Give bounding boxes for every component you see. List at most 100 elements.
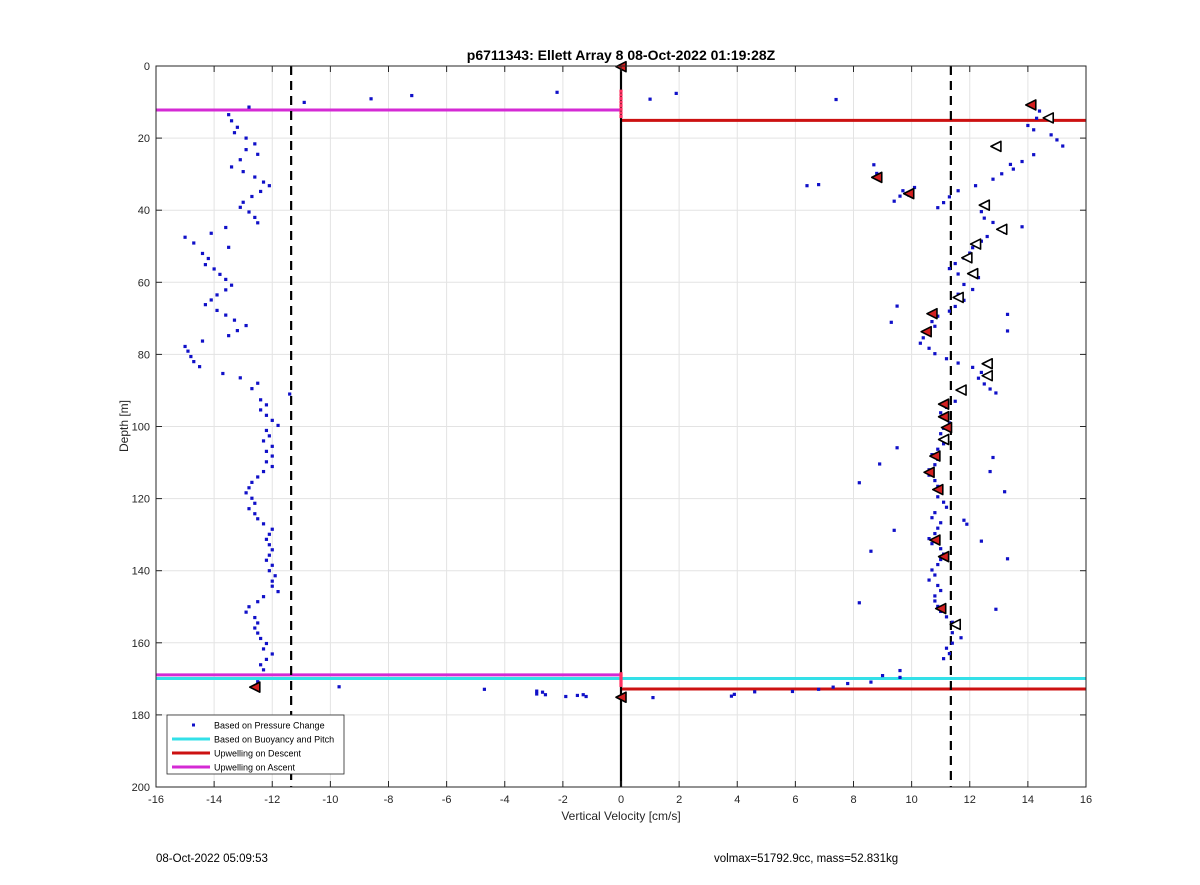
data-point — [956, 361, 960, 365]
data-point — [1049, 133, 1053, 137]
data-point — [936, 314, 940, 318]
zero-point — [619, 89, 623, 93]
zero-point — [619, 100, 623, 104]
data-point — [953, 304, 957, 309]
data-point — [1005, 329, 1010, 333]
data-point — [540, 690, 545, 694]
data-point — [264, 428, 269, 433]
y-tick-label: 80 — [138, 349, 150, 361]
y-tick-label: 160 — [132, 638, 150, 650]
data-point — [892, 199, 896, 203]
data-point — [270, 464, 274, 469]
data-point — [288, 392, 292, 396]
data-point — [227, 334, 231, 338]
data-point — [261, 647, 266, 651]
triangle-marker-filled — [937, 410, 950, 423]
data-point — [953, 261, 957, 266]
triangle-marker — [969, 238, 982, 250]
data-point — [817, 687, 821, 691]
data-point — [936, 562, 940, 567]
triangle-marker-filled — [920, 325, 932, 338]
x-tick-label: 8 — [850, 794, 856, 806]
data-point — [264, 657, 269, 661]
data-point — [270, 454, 274, 458]
y-tick-label: 40 — [138, 205, 150, 217]
data-point — [1034, 116, 1039, 120]
data-point — [200, 339, 205, 343]
data-point — [267, 532, 271, 536]
data-point — [1008, 162, 1013, 167]
data-point — [936, 526, 940, 530]
data-point — [244, 610, 248, 614]
triangle-marker-filled — [923, 466, 935, 479]
data-point — [962, 298, 966, 302]
footer-info: volmax=51792.9cc, mass=52.831kg — [714, 853, 899, 865]
data-point — [831, 685, 835, 689]
legend-label-ascent: Upwelling on Ascent — [214, 763, 296, 773]
data-point — [270, 527, 274, 531]
data-point — [994, 391, 998, 395]
y-tick-label: 120 — [132, 494, 150, 506]
data-point — [259, 636, 263, 641]
zero-point — [619, 683, 623, 687]
y-tick-label: 180 — [132, 710, 150, 722]
y-tick-label: 20 — [138, 133, 150, 145]
data-point — [256, 621, 260, 625]
data-point — [971, 365, 975, 369]
data-point — [264, 413, 269, 417]
data-point — [241, 200, 245, 204]
triangle-marker — [981, 357, 993, 370]
data-point — [535, 689, 539, 693]
data-point — [947, 195, 952, 199]
data-point — [933, 594, 937, 598]
data-point — [259, 408, 263, 412]
data-point — [933, 573, 937, 577]
y-tick-label: 200 — [132, 782, 150, 794]
data-point — [947, 652, 952, 656]
data-point — [200, 251, 205, 256]
x-tick-label: -14 — [206, 794, 222, 806]
data-point — [973, 184, 978, 188]
data-point — [933, 463, 937, 467]
zero-point — [619, 104, 623, 108]
data-point — [212, 267, 216, 271]
data-point — [944, 615, 949, 619]
zero-point — [619, 680, 623, 685]
data-point — [947, 267, 952, 271]
legend-marker-pressure — [192, 723, 195, 727]
x-tick-label: 10 — [906, 794, 918, 806]
data-point — [895, 446, 899, 450]
data-point — [1005, 557, 1010, 561]
data-point — [674, 91, 678, 95]
x-tick-label: -4 — [500, 794, 510, 806]
x-tick-label: 0 — [618, 794, 624, 806]
data-point — [1032, 128, 1036, 132]
data-point — [878, 462, 882, 466]
triangle-marker — [961, 251, 973, 264]
data-point — [250, 496, 254, 500]
data-point — [991, 220, 995, 225]
data-point — [971, 287, 975, 292]
data-point — [543, 693, 548, 697]
data-point — [229, 119, 234, 123]
data-point — [982, 382, 986, 386]
zero-point — [619, 675, 623, 679]
data-point — [976, 376, 981, 380]
data-point — [729, 694, 734, 698]
y-tick-label: 0 — [144, 61, 150, 73]
y-axis-label: Depth [m] — [117, 400, 131, 452]
x-tick-label: -12 — [264, 794, 280, 806]
data-point — [918, 341, 922, 345]
legend-label-descent: Upwelling on Descent — [214, 749, 302, 759]
data-point — [267, 434, 271, 438]
data-point — [936, 583, 940, 588]
data-point — [250, 194, 254, 199]
x-tick-label: 14 — [1022, 794, 1034, 806]
data-point — [253, 215, 257, 220]
data-point — [933, 511, 937, 515]
data-point — [238, 376, 242, 380]
data-point — [930, 516, 934, 520]
data-point — [965, 522, 969, 526]
data-point — [857, 481, 861, 485]
data-point — [267, 184, 271, 188]
